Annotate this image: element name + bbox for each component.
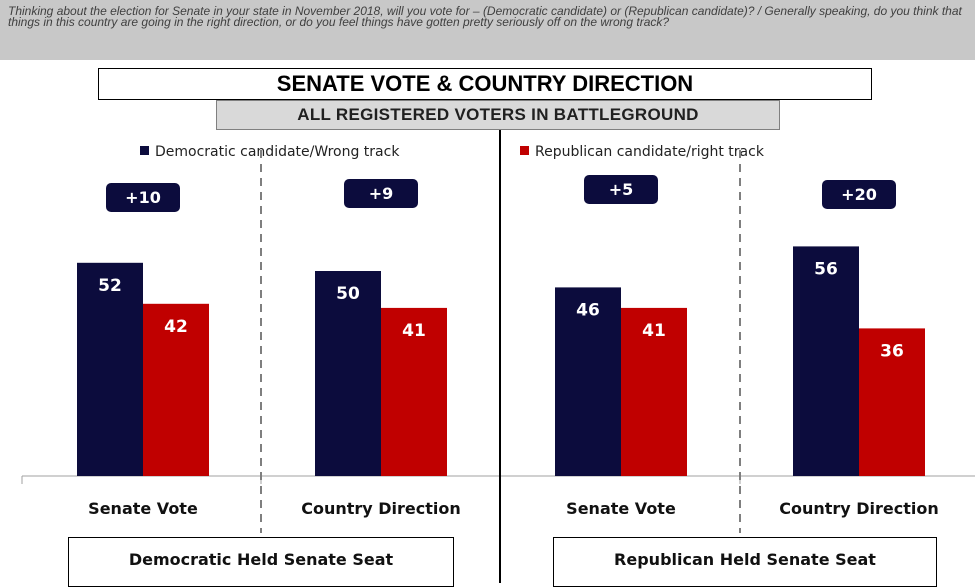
data-label: 36 bbox=[880, 341, 904, 361]
data-label: 52 bbox=[98, 276, 122, 296]
data-label: 41 bbox=[642, 321, 666, 341]
margin-badge bbox=[344, 179, 418, 208]
data-label: 56 bbox=[814, 259, 838, 279]
bar-democratic bbox=[793, 246, 859, 476]
margin-badge bbox=[822, 180, 896, 209]
margin-label: +20 bbox=[841, 185, 877, 204]
legend-swatch-democratic bbox=[140, 146, 149, 155]
group-label-republican-held: Republican Held Senate Seat bbox=[553, 537, 937, 587]
legend-label-republican: Republican candidate/right track bbox=[535, 144, 764, 160]
chart-title: SENATE VOTE & COUNTRY DIRECTION bbox=[98, 68, 872, 100]
margin-badge bbox=[584, 175, 658, 204]
data-label: 50 bbox=[336, 284, 360, 304]
data-label: 46 bbox=[576, 300, 600, 320]
x-tick-label: Senate Vote bbox=[566, 499, 676, 518]
bar-democratic bbox=[77, 262, 143, 476]
bar-republican bbox=[859, 328, 925, 476]
data-label: 41 bbox=[402, 321, 426, 341]
legend-swatch-republican bbox=[520, 146, 529, 155]
legend-item-republican: Republican candidate/right track bbox=[520, 143, 764, 161]
group-label-democratic-held: Democratic Held Senate Seat bbox=[68, 537, 454, 587]
margin-label: +10 bbox=[125, 188, 161, 207]
legend-item-democratic: Democratic candidate/Wrong track bbox=[140, 143, 399, 161]
x-tick-label: Country Direction bbox=[779, 499, 939, 518]
data-label: 42 bbox=[164, 317, 188, 337]
legend-label-democratic: Democratic candidate/Wrong track bbox=[155, 144, 400, 160]
survey-question-text: Thinking about the election for Senate i… bbox=[0, 0, 975, 60]
margin-label: +5 bbox=[609, 180, 634, 199]
bar-democratic bbox=[315, 271, 381, 476]
chart-subtitle: ALL REGISTERED VOTERS IN BATTLEGROUND bbox=[216, 100, 780, 130]
x-tick-label: Senate Vote bbox=[88, 499, 198, 518]
x-tick-label: Country Direction bbox=[301, 499, 461, 518]
bar-republican bbox=[621, 307, 687, 476]
margin-label: +9 bbox=[369, 184, 394, 203]
bar-republican bbox=[143, 303, 209, 476]
bar-republican bbox=[381, 307, 447, 476]
bar-democratic bbox=[555, 287, 621, 476]
margin-badge bbox=[106, 183, 180, 212]
